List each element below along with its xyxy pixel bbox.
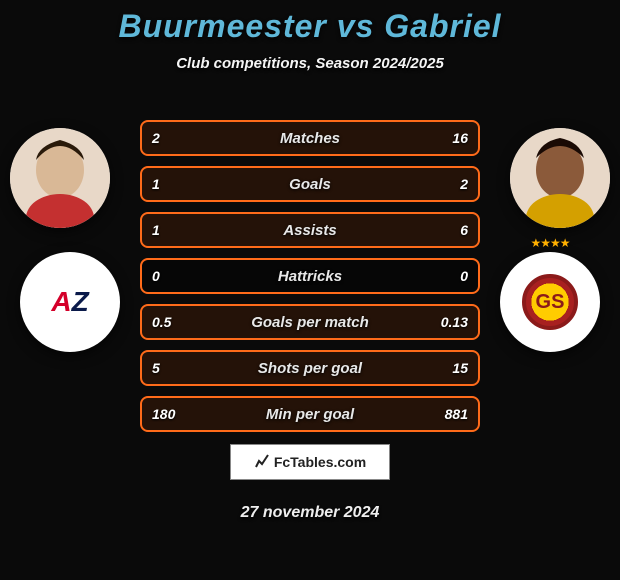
stat-label: Goals <box>142 176 478 193</box>
stat-label: Shots per goal <box>142 360 478 377</box>
chart-icon <box>254 453 270 472</box>
stat-row: 1Assists6 <box>140 212 480 248</box>
stat-label: Matches <box>142 130 478 147</box>
stat-label: Goals per match <box>142 314 478 331</box>
stat-row: 2Matches16 <box>140 120 480 156</box>
logo-text: FcTables.com <box>274 454 366 470</box>
stat-row: 0.5Goals per match0.13 <box>140 304 480 340</box>
subtitle: Club competitions, Season 2024/2025 <box>0 55 620 72</box>
site-logo: FcTables.com <box>230 444 390 480</box>
stat-right-value: 0.13 <box>441 314 468 330</box>
stars-icon: ★★★★ <box>530 236 569 250</box>
stat-right-value: 2 <box>460 176 468 192</box>
stat-row: 1Goals2 <box>140 166 480 202</box>
stat-right-value: 6 <box>460 222 468 238</box>
stat-row: 5Shots per goal15 <box>140 350 480 386</box>
team-right-badge: ★★★★ GS <box>500 252 600 352</box>
stat-right-value: 0 <box>460 268 468 284</box>
team-left-badge: AZ <box>20 252 120 352</box>
stat-right-value: 881 <box>445 406 468 422</box>
page-title: Buurmeester vs Gabriel <box>0 8 620 45</box>
stat-label: Min per goal <box>142 406 478 423</box>
stat-row: 0Hattricks0 <box>140 258 480 294</box>
stats-table: 2Matches161Goals21Assists60Hattricks00.5… <box>140 120 480 442</box>
date-label: 27 november 2024 <box>0 504 620 522</box>
stat-label: Assists <box>142 222 478 239</box>
stat-row: 180Min per goal881 <box>140 396 480 432</box>
stat-right-value: 16 <box>452 130 468 146</box>
stat-label: Hattricks <box>142 268 478 285</box>
stat-right-value: 15 <box>452 360 468 376</box>
player-left-avatar <box>10 128 110 228</box>
player-right-avatar <box>510 128 610 228</box>
